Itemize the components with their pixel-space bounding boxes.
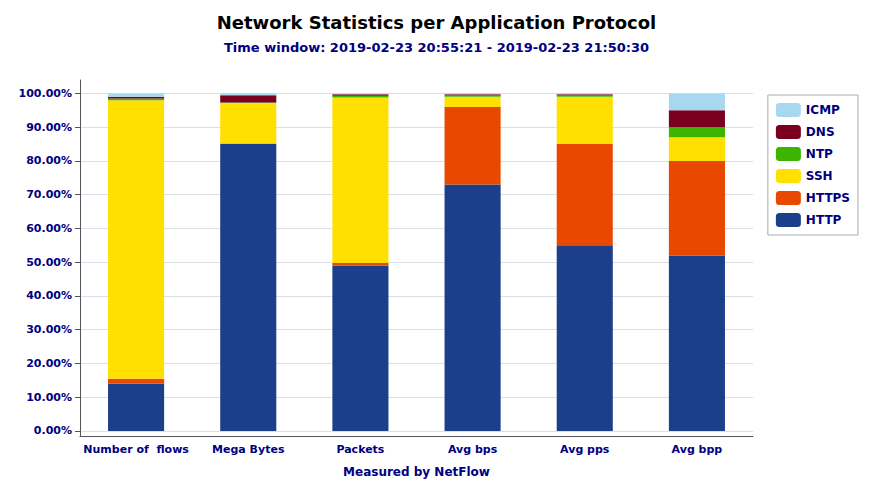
svg-text:ICMP: ICMP [806,103,840,117]
svg-text:100.00%: 100.00% [19,87,72,100]
svg-text:Packets: Packets [336,443,384,456]
svg-text:SSH: SSH [806,169,833,183]
svg-text:Time window: 2019-02-23 20:55:: Time window: 2019-02-23 20:55:21 - 2019-… [224,40,649,55]
svg-text:40.00%: 40.00% [26,289,72,302]
svg-text:20.00%: 20.00% [26,357,72,370]
svg-text:NTP: NTP [806,147,833,161]
svg-text:Mega Bytes: Mega Bytes [212,443,285,456]
svg-text:Network Statistics per Applica: Network Statistics per Application Proto… [217,12,657,33]
svg-text:70.00%: 70.00% [26,188,72,201]
svg-text:HTTPS: HTTPS [806,191,850,205]
svg-text:Avg bpp: Avg bpp [672,443,723,456]
svg-text:HTTP: HTTP [806,213,842,227]
svg-text:30.00%: 30.00% [26,323,72,336]
svg-text:80.00%: 80.00% [26,154,72,167]
svg-text:10.00%: 10.00% [26,391,72,404]
svg-text:Measured by NetFlow: Measured by NetFlow [343,465,490,479]
svg-text:50.00%: 50.00% [26,256,72,269]
svg-text:Avg bps: Avg bps [448,443,498,456]
svg-text:Avg pps: Avg pps [560,443,610,456]
svg-text:DNS: DNS [806,125,835,139]
svg-text:90.00%: 90.00% [26,121,72,134]
svg-text:0.00%: 0.00% [34,424,72,437]
svg-text:60.00%: 60.00% [26,222,72,235]
svg-text:Number of flows: Number of flows [83,443,189,456]
